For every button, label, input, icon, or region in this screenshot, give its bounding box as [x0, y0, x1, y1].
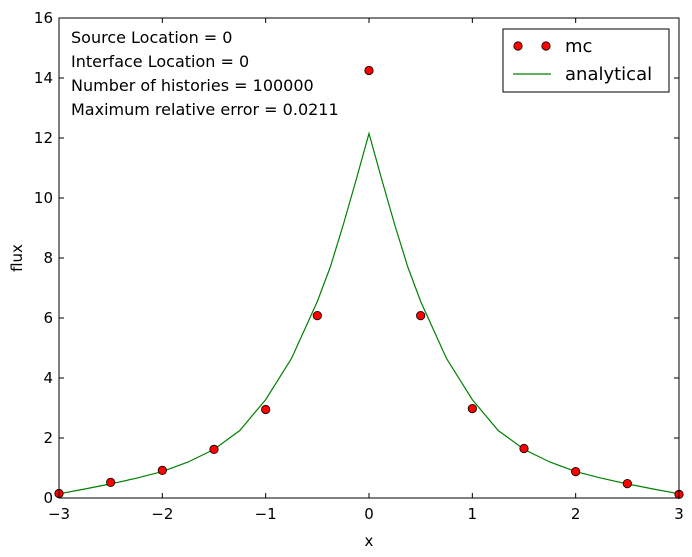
mc-point — [157, 465, 167, 475]
mc-point — [416, 310, 426, 321]
y-tick-label: 8 — [43, 249, 53, 267]
x-tick-label: 0 — [364, 505, 374, 523]
annotation-number-of-histories: Number of histories = 100000 — [71, 76, 314, 95]
x-tick-label: 3 — [674, 505, 684, 523]
y-tick-label: 16 — [34, 9, 53, 27]
mc-series — [54, 65, 684, 499]
legend-mc-marker-1 — [513, 41, 523, 51]
legend-mc-marker-2 — [541, 41, 551, 51]
annotation-source-location: Source Location = 0 — [71, 28, 232, 47]
x-axis-label: x — [365, 532, 374, 550]
legend: mc analytical — [502, 28, 670, 93]
annotation-interface-location: Interface Location = 0 — [71, 52, 249, 71]
y-tick-label: 0 — [43, 489, 53, 507]
y-tick-label: 12 — [34, 129, 53, 147]
legend-analytical-label: analytical — [565, 64, 652, 85]
plot-background — [59, 18, 679, 498]
y-tick-label: 4 — [43, 369, 53, 387]
mc-point — [622, 478, 632, 489]
y-axis-ticks: 0 2 4 6 8 10 12 14 16 — [34, 9, 679, 507]
x-tick-label: 2 — [571, 505, 581, 523]
x-tick-label: −3 — [48, 505, 70, 523]
annotation-max-relative-error: Maximum relative error = 0.0211 — [71, 100, 339, 119]
y-tick-label: 2 — [43, 429, 53, 447]
y-tick-label: 6 — [43, 309, 53, 327]
y-tick-label: 14 — [34, 69, 53, 87]
analytical-series — [58, 131, 680, 495]
mc-point — [261, 404, 271, 415]
x-tick-label: −2 — [151, 505, 173, 523]
x-tick-label: 1 — [468, 505, 478, 523]
plot-frame — [58, 17, 680, 499]
mc-point — [571, 466, 581, 477]
x-tick-label: −1 — [255, 505, 277, 523]
y-axis-label: flux — [8, 244, 26, 272]
mc-point — [519, 443, 529, 454]
mc-point — [364, 65, 374, 76]
mc-point — [467, 403, 477, 414]
mc-point — [106, 477, 116, 487]
annotation-block: Source Location = 0 Interface Location =… — [71, 28, 339, 119]
analytical-line — [58, 131, 680, 495]
mc-point — [209, 444, 219, 454]
legend-mc-label: mc — [565, 36, 592, 57]
legend-box — [502, 28, 670, 93]
mc-point — [312, 310, 322, 321]
y-tick-label: 10 — [34, 189, 53, 207]
